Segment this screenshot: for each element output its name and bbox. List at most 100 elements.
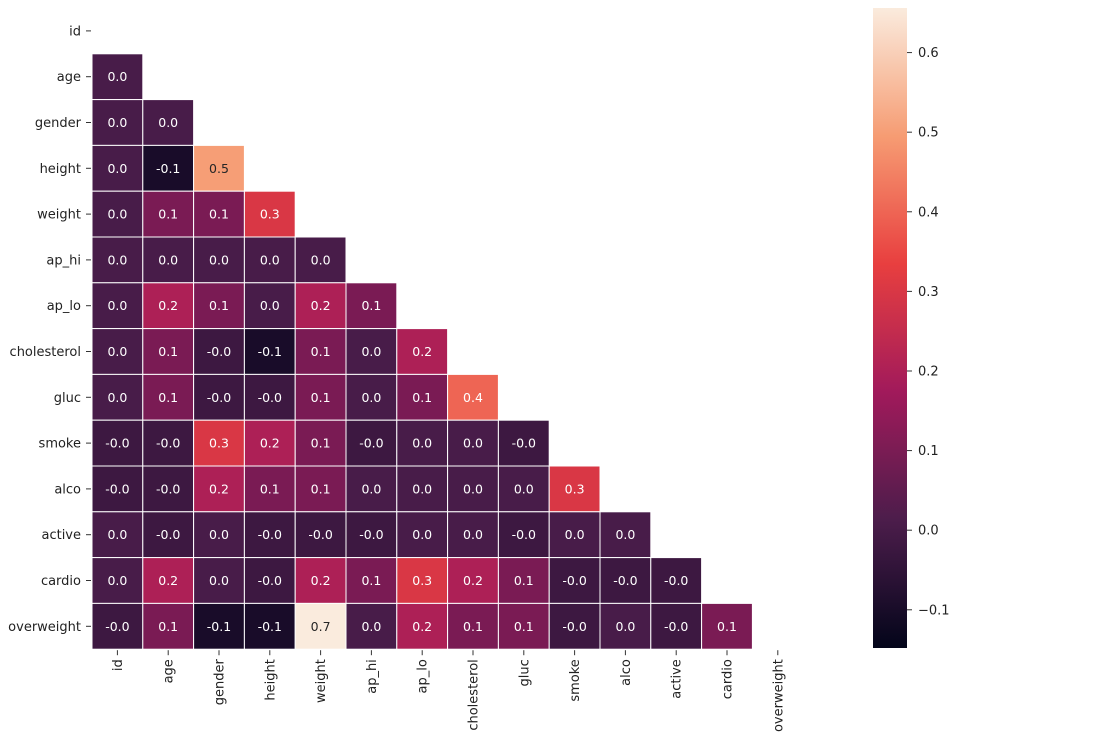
y-tick-label: gender xyxy=(35,116,82,131)
cell-label: 0.0 xyxy=(463,436,483,451)
cell-label: 0.0 xyxy=(107,298,127,313)
cell-label: -0.0 xyxy=(105,481,129,496)
cell-label: 0.0 xyxy=(412,481,432,496)
heatmap-cell xyxy=(193,465,245,513)
cell-label: 0.0 xyxy=(107,69,127,84)
heatmap-cell xyxy=(599,511,652,559)
cell-label: -0.1 xyxy=(156,161,180,176)
cell-label: 0.1 xyxy=(514,573,534,588)
cell-label: 0.0 xyxy=(107,390,127,405)
x-tick-label: active xyxy=(670,659,685,699)
cell-label: -0.1 xyxy=(258,619,282,634)
cell-label: 0.5 xyxy=(209,161,229,176)
heatmap-cell xyxy=(345,419,398,467)
heatmap-cell xyxy=(193,557,245,604)
cell-label: -0.0 xyxy=(512,527,536,542)
heatmap-cell xyxy=(142,557,195,604)
colorbar-tick-label: −0.1 xyxy=(918,603,950,618)
colorbar-tick-label: 0.3 xyxy=(918,285,939,300)
x-tick-label: overweight xyxy=(771,659,786,732)
heatmap-cell xyxy=(548,602,601,650)
heatmap-cell xyxy=(650,557,703,604)
colorbar-tick-label: 0.1 xyxy=(918,444,939,459)
cell-label: 0.2 xyxy=(158,573,178,588)
heatmap-cell xyxy=(91,53,144,101)
heatmap-cell xyxy=(91,465,144,513)
cell-label: 0.0 xyxy=(158,252,178,267)
heatmap-cell xyxy=(91,419,144,467)
heatmap-cell xyxy=(497,465,550,513)
cell-label: 0.0 xyxy=(463,481,483,496)
heatmap-cell xyxy=(243,602,296,650)
y-tick-label: overweight xyxy=(8,620,81,635)
cell-label: 0.1 xyxy=(717,619,737,634)
colorbar-tick-label: 0.2 xyxy=(918,364,939,379)
heatmap-cell xyxy=(193,282,245,330)
cell-label: -0.0 xyxy=(105,619,129,634)
heatmap-cell xyxy=(447,465,499,513)
cell-label: 0.1 xyxy=(158,390,178,405)
heatmap-cell xyxy=(243,190,296,238)
heatmap-cell xyxy=(345,602,398,650)
heatmap-cell xyxy=(91,328,144,375)
heatmap-cell xyxy=(142,465,195,513)
x-tick-label: id xyxy=(111,659,126,671)
colorbar-tick-label: 0.5 xyxy=(918,126,939,141)
cell-label: 0.2 xyxy=(412,344,432,359)
heatmap-cell xyxy=(548,465,601,513)
heatmap-cell xyxy=(497,511,550,559)
cell-label: 0.0 xyxy=(209,252,229,267)
cell-label: -0.0 xyxy=(207,390,231,405)
heatmap-cell xyxy=(142,236,195,284)
heatmap-cell xyxy=(599,602,652,650)
heatmap-cell xyxy=(91,282,144,330)
cell-label: 0.0 xyxy=(209,573,229,588)
heatmap-cell xyxy=(193,144,245,192)
y-tick-label: gluc xyxy=(54,391,81,406)
heatmap-cell xyxy=(497,557,550,604)
x-tick-label: ap_hi xyxy=(365,659,380,694)
heatmap-cell xyxy=(396,557,449,604)
cell-label: 0.1 xyxy=(260,481,280,496)
cell-label: 0.1 xyxy=(158,619,178,634)
cell-label: -0.0 xyxy=(613,573,637,588)
cell-label: 0.1 xyxy=(514,619,534,634)
cell-label: 0.3 xyxy=(260,207,280,222)
heatmap-cell xyxy=(193,602,245,650)
cell-label: 0.1 xyxy=(158,207,178,222)
heatmap-cell xyxy=(243,419,296,467)
heatmap-cell xyxy=(701,602,753,650)
heatmap-cell xyxy=(142,190,195,238)
cell-label: -0.0 xyxy=(359,527,383,542)
cell-label: 0.1 xyxy=(311,390,331,405)
heatmap-cell xyxy=(497,419,550,467)
cell-label: 0.2 xyxy=(412,619,432,634)
cell-label: 0.1 xyxy=(463,619,483,634)
cell-label: 0.0 xyxy=(158,115,178,130)
heatmap-cell xyxy=(599,557,652,604)
cell-label: -0.0 xyxy=(562,573,586,588)
cell-label: 0.0 xyxy=(412,436,432,451)
heatmap-cell xyxy=(345,465,398,513)
y-tick-label: alco xyxy=(54,482,81,497)
cell-label: -0.0 xyxy=(258,390,282,405)
x-tick-label: height xyxy=(263,659,278,700)
cell-label: -0.0 xyxy=(359,436,383,451)
cell-label: -0.0 xyxy=(664,619,688,634)
heatmap-cell xyxy=(142,282,195,330)
heatmap-cell xyxy=(243,465,296,513)
cell-label: 0.0 xyxy=(514,481,534,496)
cell-label: -0.0 xyxy=(562,619,586,634)
cell-label: -0.0 xyxy=(664,573,688,588)
x-tick-label: alco xyxy=(619,659,634,686)
cell-label: -0.0 xyxy=(512,436,536,451)
heatmap-cell xyxy=(396,328,449,375)
cell-label: 0.0 xyxy=(107,252,127,267)
cell-label: 0.1 xyxy=(209,207,229,222)
cell-label: 0.0 xyxy=(107,161,127,176)
cell-label: 0.1 xyxy=(209,298,229,313)
cell-label: 0.0 xyxy=(107,344,127,359)
heatmap-cell xyxy=(548,557,601,604)
heatmap-cell xyxy=(243,557,296,604)
colorbar-tick-label: 0.4 xyxy=(918,205,939,220)
